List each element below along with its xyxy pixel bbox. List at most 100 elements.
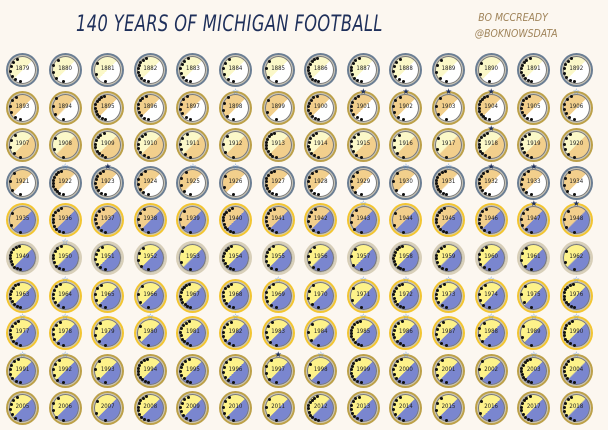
season-badge: 1949	[6, 241, 39, 275]
badge-ring	[261, 90, 295, 125]
win-dot	[440, 171, 444, 174]
win-dot	[481, 152, 485, 156]
win-dot	[56, 58, 60, 62]
win-dot	[356, 342, 360, 346]
win-dot	[11, 376, 15, 380]
win-dots	[347, 53, 380, 87]
win-dot	[145, 395, 149, 399]
badge-ring	[474, 316, 508, 351]
win-dot	[353, 227, 357, 231]
win-dot	[222, 216, 226, 220]
season-year-label: 1953	[186, 253, 200, 260]
win-dot	[101, 207, 105, 211]
win-dot	[563, 327, 567, 331]
win-dot	[310, 114, 314, 118]
win-dot	[9, 223, 13, 227]
win-dot	[229, 358, 233, 362]
win-dot	[224, 150, 228, 154]
win-dots	[134, 203, 167, 237]
season-year-label: 1939	[186, 215, 200, 223]
season-badge: 1981	[176, 316, 210, 351]
conference-title-star-icon: ☆	[61, 349, 69, 359]
win-dot	[349, 332, 353, 336]
win-dot	[182, 377, 186, 381]
season-badge: 1909	[91, 128, 125, 163]
win-dots	[219, 354, 252, 388]
badge-ring	[474, 165, 508, 200]
win-dot	[477, 293, 481, 297]
win-dot	[102, 132, 106, 136]
badge-ring	[6, 128, 39, 163]
win-dot	[231, 343, 235, 347]
season-badge: 1962	[559, 241, 593, 275]
badge-fill	[349, 281, 377, 310]
win-dot	[356, 170, 360, 174]
season-year-label: 1881	[100, 65, 115, 72]
win-dot	[14, 133, 18, 137]
conference-title-star-icon: ☆	[402, 312, 410, 322]
season-year-label: 1920	[569, 140, 584, 148]
win-dot	[393, 363, 397, 367]
win-dot	[483, 95, 487, 99]
win-dot	[60, 207, 64, 211]
win-dot	[61, 117, 65, 121]
win-dot	[222, 67, 226, 71]
win-dot	[136, 369, 140, 373]
season-year-label: 1938	[143, 215, 158, 223]
badge-ring	[6, 53, 39, 87]
season-badge: 1988 ☆	[474, 313, 508, 351]
season-badge: 1983	[261, 316, 295, 351]
win-dot	[310, 302, 314, 306]
win-dot	[307, 407, 311, 411]
win-dot	[264, 219, 268, 223]
win-dot	[397, 78, 401, 82]
win-dot	[222, 108, 226, 112]
win-dot	[223, 287, 227, 291]
win-dot	[566, 398, 570, 402]
season-year-label: 1982	[228, 328, 243, 336]
win-dot	[307, 72, 311, 76]
win-dot	[18, 117, 22, 121]
season-badge: 1971 ☆	[346, 275, 380, 313]
win-dot	[227, 208, 231, 212]
win-dot	[187, 357, 191, 361]
win-dot	[274, 305, 278, 309]
badge-ring	[346, 53, 380, 87]
win-dot	[179, 71, 183, 75]
win-dot	[12, 60, 15, 64]
win-dot	[479, 112, 483, 116]
win-dot	[355, 417, 359, 421]
badge-ring	[219, 241, 252, 275]
badge-ring	[389, 53, 423, 87]
win-dot	[54, 301, 58, 305]
win-dots	[475, 91, 508, 125]
season-badge: 2012	[304, 391, 338, 426]
win-dots	[475, 391, 508, 425]
badge-fill	[307, 244, 335, 272]
win-dot	[231, 155, 235, 159]
win-dot	[182, 285, 186, 289]
win-dot	[18, 418, 22, 422]
win-dot	[477, 103, 481, 107]
win-dots	[176, 316, 209, 350]
season-badge: 1910	[133, 128, 167, 163]
badge-ring	[389, 165, 423, 200]
win-dots	[49, 279, 82, 313]
badge-fill	[435, 131, 462, 160]
win-dot	[231, 381, 235, 385]
win-dot	[402, 155, 406, 159]
win-dot	[9, 296, 13, 300]
season-badge: 1974 ☆	[474, 275, 508, 313]
win-dot	[101, 245, 105, 249]
win-dot	[56, 396, 60, 400]
win-dot	[358, 357, 362, 361]
win-dot	[395, 339, 399, 343]
conference-title-star-icon: ☆	[317, 349, 325, 359]
win-dots	[91, 354, 124, 388]
win-dot	[60, 169, 64, 173]
win-dot	[530, 381, 534, 385]
win-dot	[351, 287, 355, 291]
win-dot	[565, 324, 569, 328]
win-dots	[262, 279, 295, 313]
win-dot	[144, 94, 148, 98]
